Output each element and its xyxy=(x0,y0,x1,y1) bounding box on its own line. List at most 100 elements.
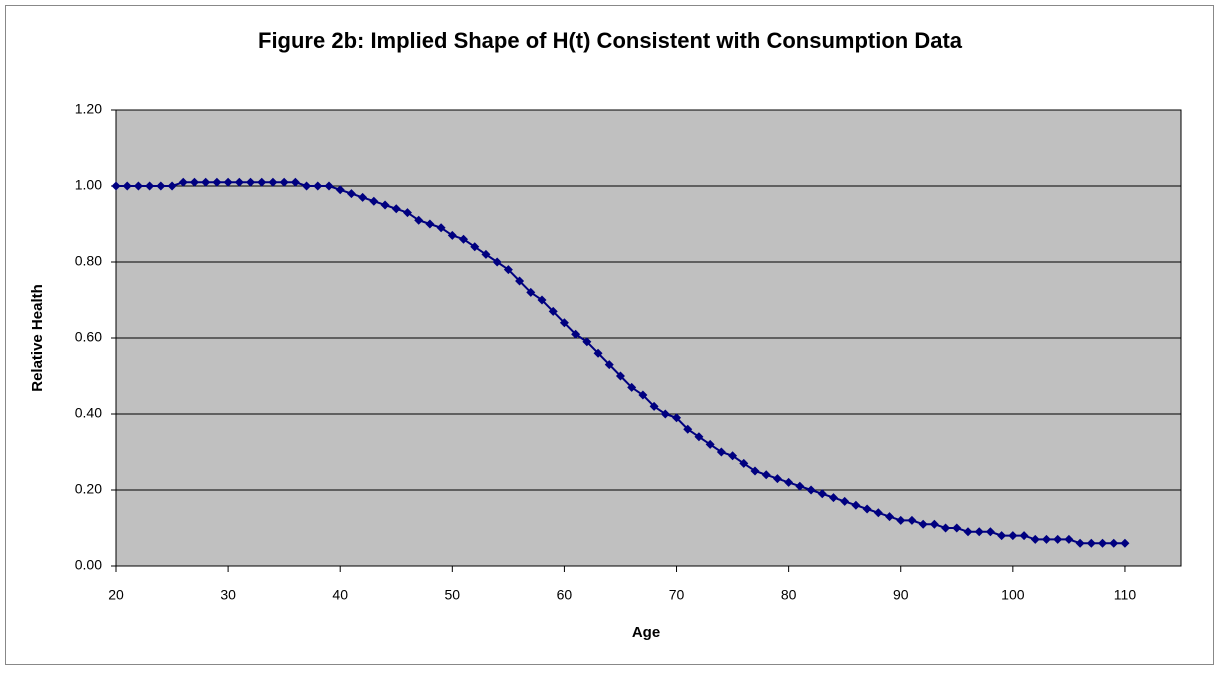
x-axis-title: Age xyxy=(632,624,660,641)
data-point xyxy=(335,185,345,195)
data-point xyxy=(963,527,973,537)
x-tick-label: 70 xyxy=(669,587,685,603)
data-point xyxy=(346,189,356,199)
data-point xyxy=(739,458,749,468)
data-point xyxy=(952,523,962,533)
data-point xyxy=(548,306,558,316)
data-point xyxy=(414,215,424,225)
data-point xyxy=(997,531,1007,541)
data-point xyxy=(156,181,166,191)
data-point xyxy=(840,496,850,506)
chart-title: Figure 2b: Implied Shape of H(t) Consist… xyxy=(258,28,963,53)
data-point xyxy=(391,204,401,214)
data-point xyxy=(660,409,670,419)
x-tick-label: 20 xyxy=(108,587,124,603)
data-point xyxy=(201,177,211,187)
data-point xyxy=(649,401,659,411)
data-point xyxy=(604,360,614,370)
data-point xyxy=(873,508,883,518)
data-point xyxy=(492,257,502,267)
data-point xyxy=(1041,534,1051,544)
data-point xyxy=(223,177,233,187)
data-point xyxy=(111,181,121,191)
x-tick-label: 90 xyxy=(893,587,909,603)
data-point xyxy=(918,519,928,529)
data-point xyxy=(1064,534,1074,544)
data-point xyxy=(705,439,715,449)
data-point xyxy=(459,234,469,244)
data-point xyxy=(302,181,312,191)
data-point xyxy=(627,382,637,392)
data-point xyxy=(896,515,906,525)
data-point xyxy=(761,470,771,480)
data-point xyxy=(851,500,861,510)
data-point xyxy=(178,177,188,187)
data-point xyxy=(885,512,895,522)
data-point xyxy=(246,177,256,187)
y-tick-label: 0.80 xyxy=(75,253,102,269)
y-tick-label: 1.00 xyxy=(75,177,102,193)
data-point xyxy=(571,329,581,339)
data-point xyxy=(1008,531,1018,541)
data-point xyxy=(537,295,547,305)
data-point xyxy=(795,481,805,491)
data-point xyxy=(279,177,289,187)
data-point xyxy=(358,192,368,202)
data-point xyxy=(133,181,143,191)
data-point xyxy=(503,265,513,275)
data-point xyxy=(907,515,917,525)
x-tick-label: 80 xyxy=(781,587,797,603)
data-point xyxy=(1086,538,1096,548)
data-point xyxy=(772,474,782,484)
data-point xyxy=(728,451,738,461)
data-point xyxy=(189,177,199,187)
data-point xyxy=(212,177,222,187)
data-point xyxy=(234,177,244,187)
data-point xyxy=(313,181,323,191)
data-point xyxy=(1098,538,1108,548)
data-point xyxy=(526,287,536,297)
x-tick-label: 40 xyxy=(332,587,348,603)
data-point xyxy=(1030,534,1040,544)
x-tick-label: 110 xyxy=(1114,587,1137,603)
data-point xyxy=(470,242,480,252)
y-tick-label: 0.20 xyxy=(75,481,102,497)
data-point xyxy=(515,276,525,286)
data-point xyxy=(1053,534,1063,544)
data-point xyxy=(817,489,827,499)
data-point xyxy=(1019,531,1029,541)
data-point xyxy=(1120,538,1130,548)
data-point xyxy=(481,249,491,259)
data-point xyxy=(615,371,625,381)
y-tick-label: 0.00 xyxy=(75,557,102,573)
data-point xyxy=(828,493,838,503)
x-tick-label: 60 xyxy=(557,587,573,603)
data-point xyxy=(257,177,267,187)
data-point xyxy=(167,181,177,191)
data-point xyxy=(559,318,569,328)
data-point xyxy=(380,200,390,210)
data-point xyxy=(638,390,648,400)
data-point xyxy=(683,424,693,434)
data-point xyxy=(145,181,155,191)
data-point xyxy=(806,485,816,495)
data-point xyxy=(593,348,603,358)
y-tick-label: 0.60 xyxy=(75,329,102,345)
data-point xyxy=(862,504,872,514)
data-point xyxy=(750,466,760,476)
data-point xyxy=(447,230,457,240)
data-point xyxy=(425,219,435,229)
data-point xyxy=(672,413,682,423)
data-point xyxy=(582,337,592,347)
data-point xyxy=(974,527,984,537)
y-tick-label: 0.40 xyxy=(75,405,102,421)
x-tick-label: 30 xyxy=(220,587,236,603)
data-point xyxy=(694,432,704,442)
y-tick-label: 1.20 xyxy=(75,101,102,117)
y-axis-title: Relative Health xyxy=(29,284,46,392)
data-point xyxy=(941,523,951,533)
x-tick-label: 50 xyxy=(445,587,461,603)
data-point xyxy=(324,181,334,191)
data-point xyxy=(985,527,995,537)
